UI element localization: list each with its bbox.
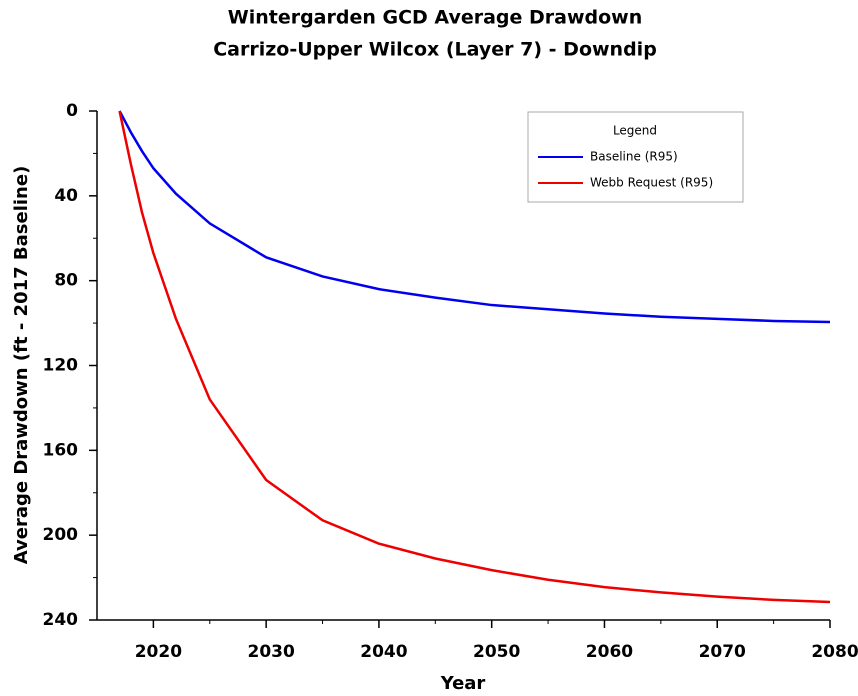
- legend-title: Legend: [613, 124, 657, 138]
- x-tick-label: 2060: [586, 642, 633, 662]
- legend-label: Baseline (R95): [590, 150, 678, 164]
- x-tick-label: 2040: [360, 642, 407, 662]
- data-line: [118, 110, 831, 604]
- chart-subtitle: Carrizo-Upper Wilcox (Layer 7) - Downdip: [213, 39, 657, 61]
- x-tick-label: 2080: [811, 642, 858, 662]
- y-tick-label: 240: [43, 610, 79, 630]
- y-axis-label: Average Drawdown (ft - 2017 Baseline): [11, 166, 32, 565]
- legend-label: Webb Request (R95): [590, 176, 713, 190]
- x-tick-label: 2070: [699, 642, 746, 662]
- y-tick-label: 160: [43, 440, 79, 460]
- x-axis-label: Year: [440, 673, 486, 694]
- y-tick-label: 80: [54, 271, 78, 291]
- data-line: [118, 110, 831, 324]
- y-tick-label: 120: [43, 356, 79, 376]
- y-tick-label: 200: [43, 525, 79, 545]
- x-tick-label: 2050: [473, 642, 520, 662]
- x-tick-label: 2020: [135, 642, 182, 662]
- chart-title: Wintergarden GCD Average Drawdown: [228, 7, 643, 29]
- y-tick-label: 40: [54, 186, 78, 206]
- x-tick-label: 2030: [247, 642, 294, 662]
- y-tick-label: 0: [66, 101, 78, 121]
